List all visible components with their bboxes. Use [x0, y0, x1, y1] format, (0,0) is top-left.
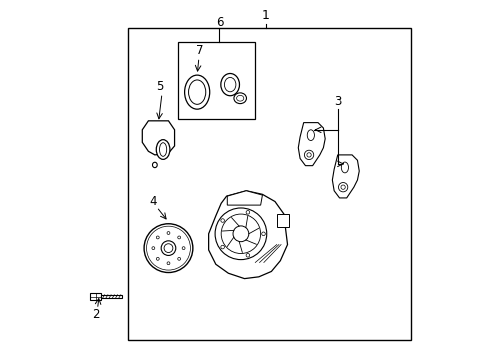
Ellipse shape	[184, 75, 209, 109]
Text: 1: 1	[262, 9, 269, 22]
Circle shape	[161, 241, 175, 256]
Ellipse shape	[341, 162, 348, 173]
Text: 2: 2	[92, 308, 99, 321]
Bar	[101, 295, 122, 298]
Text: 5: 5	[156, 80, 163, 93]
Bar	[178, 42, 255, 119]
Circle shape	[245, 211, 249, 214]
Ellipse shape	[233, 93, 246, 104]
Polygon shape	[332, 155, 359, 198]
Ellipse shape	[236, 95, 244, 101]
Ellipse shape	[156, 140, 169, 159]
Circle shape	[233, 226, 248, 242]
Polygon shape	[227, 191, 262, 205]
Polygon shape	[142, 121, 174, 155]
Circle shape	[338, 183, 347, 192]
Polygon shape	[298, 123, 325, 166]
Polygon shape	[276, 214, 289, 226]
Polygon shape	[208, 191, 287, 279]
Circle shape	[167, 231, 169, 234]
Circle shape	[177, 257, 180, 260]
Text: 4: 4	[149, 195, 157, 208]
Circle shape	[156, 236, 159, 239]
Ellipse shape	[306, 130, 314, 140]
Circle shape	[221, 219, 224, 222]
Ellipse shape	[152, 162, 157, 168]
Ellipse shape	[188, 80, 205, 104]
Circle shape	[156, 257, 159, 260]
Bar	[90, 293, 101, 300]
Circle shape	[215, 208, 266, 260]
Ellipse shape	[159, 143, 166, 156]
Circle shape	[306, 153, 310, 157]
Circle shape	[304, 150, 313, 159]
Text: 7: 7	[196, 44, 203, 57]
Circle shape	[340, 185, 345, 189]
Circle shape	[261, 232, 265, 235]
Text: 3: 3	[333, 95, 341, 108]
Bar	[128, 28, 410, 339]
Text: 6: 6	[215, 16, 223, 29]
Circle shape	[144, 224, 192, 273]
Ellipse shape	[224, 77, 235, 92]
Circle shape	[164, 244, 173, 252]
Ellipse shape	[221, 73, 239, 96]
Circle shape	[152, 247, 155, 249]
Circle shape	[177, 236, 180, 239]
Circle shape	[182, 247, 184, 249]
Circle shape	[245, 253, 249, 257]
Circle shape	[167, 262, 169, 265]
Circle shape	[221, 245, 224, 249]
